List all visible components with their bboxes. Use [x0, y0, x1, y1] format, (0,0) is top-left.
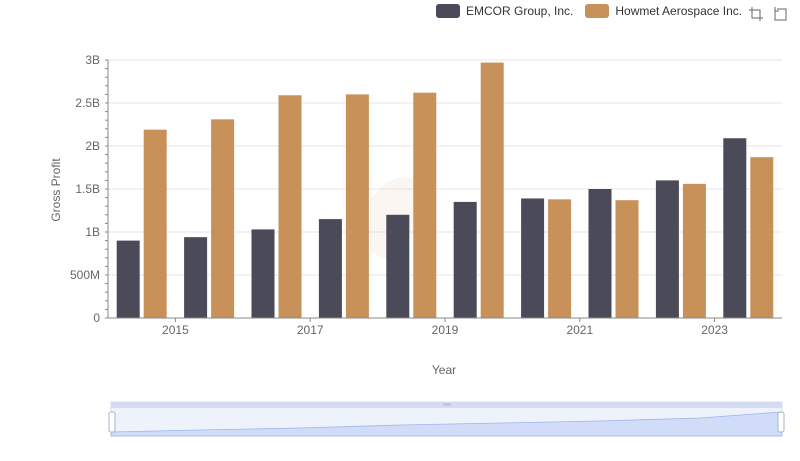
y-axis-label: Gross Profit [49, 158, 63, 222]
bar-emcor-2018[interactable] [386, 214, 410, 318]
legend-item-howmet[interactable]: Howmet Aerospace Inc. [585, 4, 742, 18]
bar-howmet-2015[interactable] [211, 119, 235, 318]
x-axis-label: Year [432, 363, 456, 377]
bar-howmet-2021[interactable] [615, 200, 639, 318]
bar-howmet-2020[interactable] [548, 199, 572, 318]
legend-label-emcor: EMCOR Group, Inc. [466, 4, 574, 18]
bar-emcor-2021[interactable] [588, 189, 612, 318]
legend-item-emcor[interactable]: EMCOR Group, Inc. [436, 4, 573, 18]
bar-emcor-2019[interactable] [453, 201, 477, 318]
x-tick-label: 2021 [566, 323, 593, 337]
bar-emcor-2014[interactable] [116, 240, 140, 318]
y-tick-label: 500M [70, 268, 100, 282]
y-tick-label: 3B [85, 53, 100, 67]
y-tick-label: 1.5B [75, 182, 100, 196]
zoom-icon[interactable] [748, 6, 764, 22]
slider-handle-left[interactable] [108, 411, 116, 433]
bar-emcor-2017[interactable] [318, 219, 342, 318]
bar-emcor-2022[interactable] [655, 180, 679, 318]
x-tick-label: 2017 [297, 323, 324, 337]
y-tick-label: 2.5B [75, 96, 100, 110]
bar-emcor-2023[interactable] [723, 138, 747, 318]
y-axis: 0 500M 1B 1.5B 2B 2.5B 3B [70, 53, 109, 325]
bar-howmet-2018[interactable] [413, 92, 437, 319]
toolbox [748, 6, 788, 22]
restore-icon[interactable] [772, 6, 788, 22]
x-tick-label: 2015 [162, 323, 189, 337]
slider-sparkline [110, 411, 783, 437]
legend-swatch-emcor [436, 4, 460, 18]
y-tick-label: 2B [85, 139, 100, 153]
bar-emcor-2016[interactable] [251, 229, 275, 318]
bar-emcor-2015[interactable] [184, 237, 208, 318]
bar-howmet-2016[interactable] [278, 95, 302, 318]
legend-label-howmet: Howmet Aerospace Inc. [615, 4, 743, 18]
legend: EMCOR Group, Inc. Howmet Aerospace Inc. [436, 4, 754, 18]
data-zoom-slider[interactable] [108, 401, 785, 437]
bar-howmet-2022[interactable] [682, 183, 706, 318]
bar-emcor-2020[interactable] [521, 198, 545, 318]
slider-handle-right[interactable] [777, 411, 785, 433]
x-tick-label: 2023 [701, 323, 728, 337]
x-axis: 2015 2017 2019 2021 2023 [108, 317, 782, 337]
bar-howmet-2017[interactable] [345, 94, 369, 319]
slider-mid-grip[interactable] [443, 403, 451, 406]
bar-howmet-2023[interactable] [750, 157, 774, 318]
legend-swatch-howmet [585, 4, 610, 18]
y-tick-label: 1B [85, 225, 100, 239]
bars [116, 62, 774, 319]
y-tick-label: 0 [93, 311, 100, 325]
grid-lines [108, 59, 782, 276]
bar-howmet-2014[interactable] [143, 129, 167, 318]
x-tick-label: 2019 [432, 323, 459, 337]
bar-howmet-2019[interactable] [480, 62, 504, 318]
